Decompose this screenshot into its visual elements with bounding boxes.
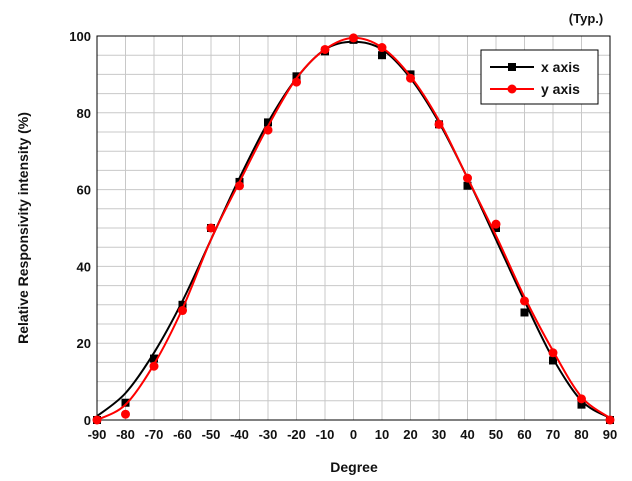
data-point-x-axis [463, 181, 472, 190]
data-point-x-axis [577, 400, 586, 409]
data-point-y-axis [149, 361, 159, 371]
data-point-y-axis [235, 181, 244, 191]
x-tick-label: 50 [489, 427, 503, 442]
data-point-x-axis [150, 354, 158, 363]
y-tick-label: 100 [69, 29, 91, 44]
x-tick-label: 20 [403, 427, 417, 442]
y-tick-label: 40 [77, 259, 91, 274]
data-point-y-axis [463, 173, 472, 183]
data-point-y-axis [92, 415, 102, 425]
y-tick-label: 20 [77, 336, 91, 351]
legend-box [480, 49, 599, 105]
data-point-y-axis [349, 33, 358, 43]
data-point-y-axis [406, 73, 415, 83]
series-y-axis [92, 33, 615, 425]
x-tick-label: 40 [460, 427, 474, 442]
data-point-y-axis [491, 219, 501, 229]
data-point-y-axis [377, 43, 387, 53]
data-point-y-axis [577, 394, 586, 404]
data-point-y-axis [206, 223, 216, 233]
y-tick-label: 80 [77, 106, 91, 121]
data-point-x-axis [292, 72, 301, 81]
typical-note: (Typ.) [569, 11, 603, 26]
x-tick-label: 30 [432, 427, 446, 442]
y-tick-label: 60 [77, 183, 91, 198]
legend-label-y-axis: y axis [541, 81, 580, 97]
x-tick-label: -20 [287, 427, 306, 442]
series-layer [92, 33, 615, 425]
data-point-x-axis [264, 118, 272, 127]
data-point-y-axis [263, 125, 273, 135]
x-tick-label: -30 [259, 427, 278, 442]
x-tick-label: 0 [350, 427, 357, 442]
data-point-y-axis [520, 296, 529, 306]
data-point-x-axis [178, 300, 187, 309]
data-point-x-axis [549, 356, 557, 365]
legend-marker-y-axis [507, 84, 517, 94]
data-point-x-axis [520, 308, 529, 317]
x-tick-label: 70 [546, 427, 560, 442]
data-point-y-axis [320, 44, 330, 54]
y-tick-label: 0 [84, 413, 91, 428]
data-point-y-axis [178, 306, 187, 316]
legend-marker-x-axis [508, 63, 516, 71]
x-tick-label: -60 [173, 427, 192, 442]
x-axis-label: Degree [330, 459, 378, 475]
data-point-y-axis [434, 119, 444, 129]
y-axis-label: Relative Responsivity intensity (%) [15, 112, 31, 344]
data-point-y-axis [548, 348, 558, 358]
x-tick-label: -80 [116, 427, 135, 442]
legend: x axis y axis [480, 49, 599, 105]
data-point-y-axis [292, 77, 301, 87]
data-point-x-axis [378, 51, 386, 60]
y-axis-ticks: 0 20 40 60 80 100 [69, 29, 91, 428]
x-axis-ticks: -90 -80 -70 -60 -50 -40 -30 -20 -10 0 10 20 30 40 50 60… [88, 427, 618, 442]
x-tick-label: -70 [145, 427, 164, 442]
x-tick-label: 60 [517, 427, 531, 442]
x-tick-label: 80 [574, 427, 588, 442]
x-tick-label: -10 [316, 427, 335, 442]
x-tick-label: -90 [88, 427, 107, 442]
data-point-x-axis [121, 398, 130, 407]
data-point-y-axis [121, 409, 130, 419]
x-tick-label: 10 [375, 427, 389, 442]
x-tick-label: 90 [603, 427, 617, 442]
x-tick-label: -40 [230, 427, 249, 442]
x-tick-label: -50 [202, 427, 221, 442]
data-point-y-axis [605, 415, 615, 425]
legend-label-x-axis: x axis [541, 59, 580, 75]
